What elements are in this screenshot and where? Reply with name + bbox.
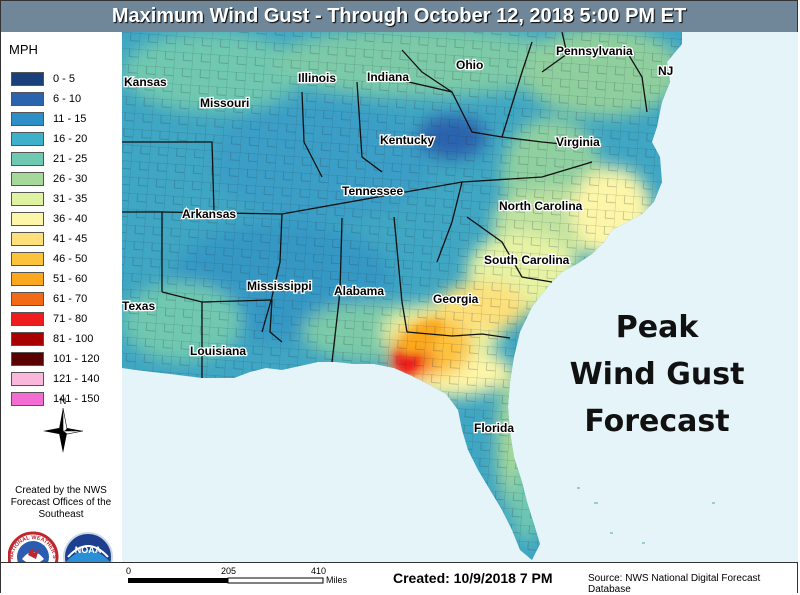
annotation-line-2: Wind Gust [570, 357, 745, 392]
legend-label: 51 - 60 [53, 273, 88, 285]
state-label-tennessee: Tennessee [342, 184, 403, 198]
north-arrow-icon: N [43, 396, 84, 453]
legend-label: 36 - 40 [53, 213, 88, 225]
islands [577, 487, 715, 544]
legend-swatch [11, 292, 44, 306]
wind-gust-map[interactable]: Kansas Missouri Illinois Indiana Ohio Pe… [122, 32, 798, 562]
svg-text:NOAA: NOAA [75, 545, 102, 555]
state-label-texas: Texas [122, 299, 155, 313]
state-label-ohio: Ohio [456, 58, 483, 72]
legend-swatch [11, 112, 44, 126]
legend-label: 41 - 45 [53, 233, 88, 245]
scale-tick-205: 205 [221, 566, 236, 576]
legend-swatch [11, 252, 44, 266]
created-date: Created: 10/9/2018 7 PM [393, 570, 553, 586]
legend-label: 141 - 150 [53, 393, 100, 405]
legend-label: 6 - 10 [53, 93, 82, 105]
legend-swatch [11, 392, 44, 406]
legend-label: 71 - 80 [53, 313, 88, 325]
state-labels: Kansas Missouri Illinois Indiana Ohio Pe… [122, 43, 675, 437]
legend-label: 81 - 100 [53, 333, 94, 345]
legend-label: 26 - 30 [53, 173, 88, 185]
scale-bar: 0 205 410 Miles [126, 566, 348, 585]
footer-bar [1, 562, 797, 593]
legend-swatch [11, 232, 44, 246]
peak-wind-gust-annotation: Peak Wind Gust Forecast [570, 310, 745, 439]
state-label-georgia: Georgia [433, 292, 479, 306]
state-label-florida: Florida [474, 421, 514, 435]
legend-label: 46 - 50 [53, 253, 88, 265]
state-label-indiana: Indiana [367, 70, 409, 84]
legend-swatch [11, 372, 44, 386]
legend-swatch [11, 152, 44, 166]
annotation-line-3: Forecast [584, 404, 729, 439]
legend-swatch [11, 92, 44, 106]
legend-label: 0 - 5 [53, 73, 76, 85]
legend-label: 16 - 20 [53, 133, 88, 145]
state-label-mississippi: Mississippi [247, 279, 312, 293]
state-label-alabama: Alabama [334, 284, 384, 298]
state-label-south-carolina: South Carolina [484, 253, 570, 267]
map-canvas: Kansas Missouri Illinois Indiana Ohio Pe… [122, 32, 798, 562]
state-label-louisiana: Louisiana [190, 344, 246, 358]
map-title: Maximum Wind Gust - Through October 12, … [1, 1, 797, 33]
legend-swatch [11, 192, 44, 206]
legend-swatch [11, 352, 44, 366]
legend-panel: MPH 0 - 5 6 - 10 11 - 15 16 - 20 21 - 25 26 -… [1, 32, 123, 562]
scale-unit: Miles [326, 575, 348, 585]
state-label-missouri: Missouri [200, 96, 249, 110]
legend-label: 21 - 25 [53, 153, 88, 165]
legend-label: 11 - 15 [53, 113, 87, 125]
state-label-kansas: Kansas [124, 75, 167, 89]
compass-n-label: N [60, 396, 67, 406]
legend-title: MPH [9, 42, 38, 57]
legend-label: 121 - 140 [53, 373, 100, 385]
legend-swatch [11, 132, 44, 146]
state-label-north-carolina: North Carolina [499, 199, 583, 213]
annotation-line-1: Peak [616, 310, 700, 345]
state-label-kentucky: Kentucky [380, 133, 434, 147]
state-boundaries [122, 32, 648, 378]
credit-text: Created by the NWS Forecast Offices of t… [10, 485, 112, 520]
state-label-pennsylvania: Pennsylvania [556, 44, 633, 58]
legend-swatch [11, 72, 44, 86]
legend-swatch [11, 172, 44, 186]
scale-tick-0: 0 [126, 566, 131, 576]
legend-swatch [11, 272, 44, 286]
legend-label: 31 - 35 [53, 193, 88, 205]
state-label-nj: NJ [658, 64, 673, 78]
legend-label: 61 - 70 [53, 293, 88, 305]
legend-swatch [11, 312, 44, 326]
state-label-arkansas: Arkansas [182, 207, 236, 221]
state-label-illinois: Illinois [298, 71, 336, 85]
scale-tick-410: 410 [311, 566, 326, 576]
state-label-virginia: Virginia [556, 135, 600, 149]
legend-swatch [11, 332, 44, 346]
source-text: Source: NWS National Digital Forecast Da… [588, 573, 761, 595]
legend-label: 101 - 120 [53, 353, 100, 365]
legend-swatch [11, 212, 44, 226]
